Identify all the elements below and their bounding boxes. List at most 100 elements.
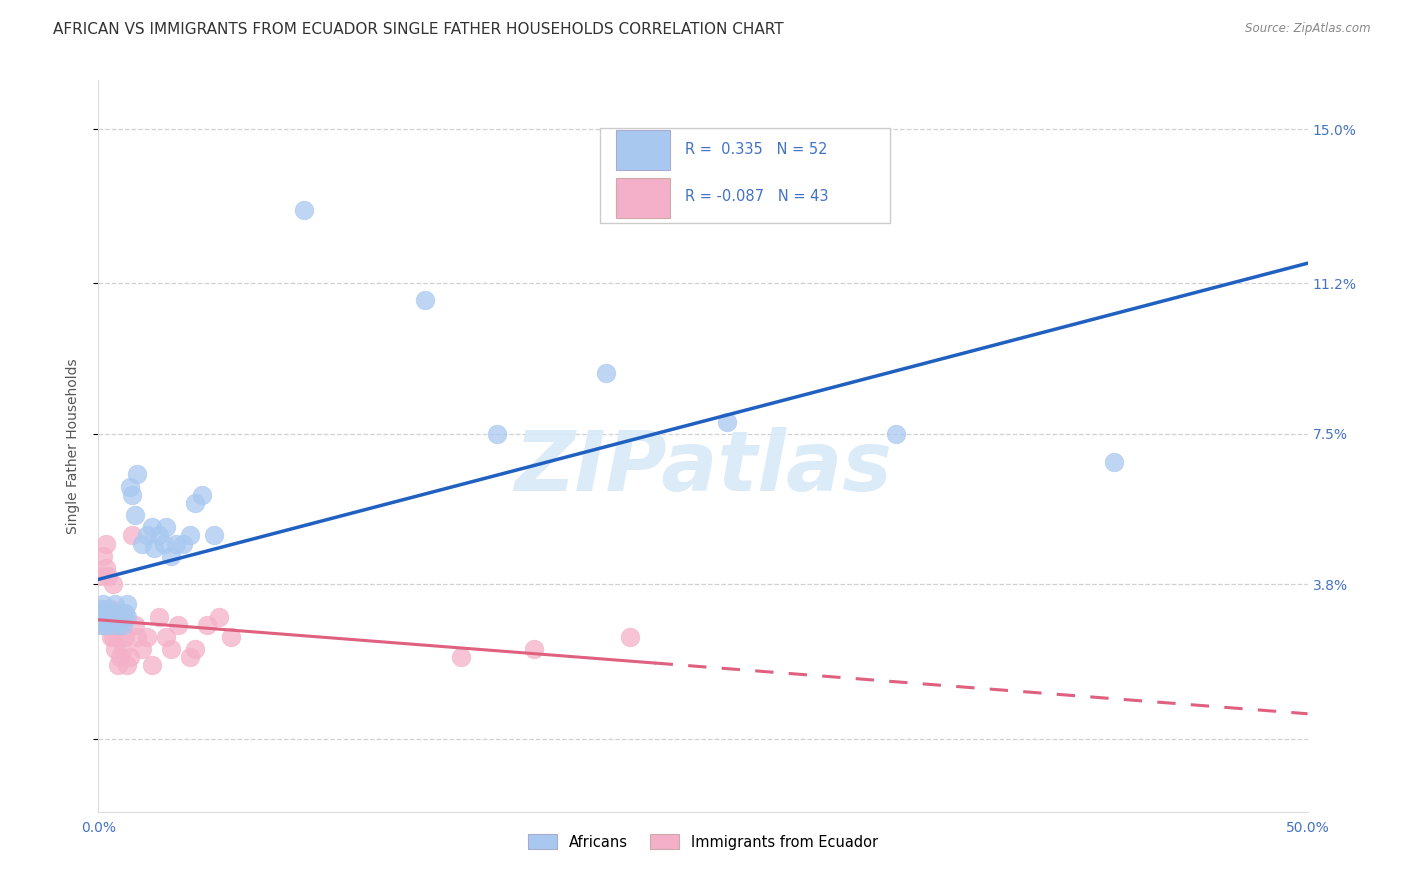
Point (94, 609, 117, 624)
Point (208, 609, 231, 624)
Point (152, 536, 174, 550)
Point (97, 614, 120, 628)
Point (124, 617, 146, 632)
Point (118, 650, 141, 665)
Point (90, 617, 112, 632)
Point (107, 630, 129, 644)
Point (100, 609, 122, 624)
Point (108, 614, 131, 628)
FancyBboxPatch shape (600, 128, 890, 223)
Point (155, 630, 177, 644)
Point (121, 488, 143, 502)
Point (184, 496, 207, 510)
Point (184, 642, 207, 657)
Point (450, 650, 472, 665)
Point (121, 528, 143, 542)
Point (117, 658, 139, 673)
Point (124, 508, 146, 522)
Point (111, 617, 134, 632)
Point (127, 630, 149, 644)
Point (100, 609, 122, 624)
Point (221, 630, 243, 644)
Point (90, 601, 112, 615)
Point (91, 606, 114, 620)
Point (131, 536, 153, 550)
Point (104, 598, 127, 612)
Point (167, 617, 190, 632)
Point (94, 609, 117, 624)
Point (131, 642, 153, 657)
Point (1102, 455, 1125, 469)
Point (595, 366, 617, 380)
Point (118, 480, 141, 494)
Point (114, 606, 136, 620)
Point (107, 658, 129, 673)
Point (127, 467, 149, 482)
Point (107, 609, 129, 624)
Point (90, 569, 112, 583)
Point (107, 617, 129, 632)
Point (148, 528, 170, 542)
Point (94, 606, 117, 620)
Point (91, 598, 114, 612)
Point (619, 630, 641, 644)
Point (160, 642, 183, 657)
Point (91, 609, 114, 624)
Point (90, 609, 112, 624)
Point (886, 426, 908, 441)
Point (143, 541, 166, 555)
Point (191, 488, 214, 502)
Point (155, 520, 177, 534)
Point (100, 601, 122, 615)
Point (91, 614, 114, 628)
Text: ZIPatlas: ZIPatlas (515, 427, 891, 508)
Point (117, 609, 139, 624)
Point (94, 561, 117, 575)
Point (94, 536, 117, 550)
Point (135, 528, 157, 542)
Point (90, 617, 112, 632)
Point (97, 617, 120, 632)
Point (179, 528, 201, 542)
Point (172, 536, 194, 550)
Point (108, 606, 131, 620)
Point (179, 650, 201, 665)
Legend: Africans, Immigrants from Ecuador: Africans, Immigrants from Ecuador (523, 829, 883, 855)
Text: R = -0.087   N = 43: R = -0.087 N = 43 (685, 189, 828, 204)
Point (141, 658, 163, 673)
Point (94, 617, 117, 632)
Text: R =  0.335   N = 52: R = 0.335 N = 52 (685, 142, 827, 157)
Point (101, 630, 124, 644)
Point (716, 415, 738, 429)
Point (486, 426, 509, 441)
Text: AFRICAN VS IMMIGRANTS FROM ECUADOR SINGLE FATHER HOUSEHOLDS CORRELATION CHART: AFRICAN VS IMMIGRANTS FROM ECUADOR SINGL… (53, 22, 785, 37)
FancyBboxPatch shape (616, 130, 671, 170)
Point (292, 203, 315, 218)
Point (100, 617, 122, 632)
Point (91, 601, 114, 615)
Point (413, 293, 436, 307)
Point (104, 642, 127, 657)
Point (108, 617, 131, 632)
Point (91, 549, 114, 563)
Point (523, 642, 546, 657)
Point (101, 577, 124, 591)
Point (117, 598, 139, 612)
Point (141, 520, 163, 534)
Point (104, 617, 127, 632)
Y-axis label: Single Father Households: Single Father Households (66, 359, 80, 533)
Point (100, 630, 122, 644)
Point (97, 569, 120, 583)
Point (111, 609, 134, 624)
Text: Source: ZipAtlas.com: Source: ZipAtlas.com (1246, 22, 1371, 36)
Point (160, 549, 183, 563)
Point (135, 630, 157, 644)
Point (97, 601, 120, 615)
Point (104, 609, 127, 624)
Point (100, 606, 122, 620)
Point (204, 528, 226, 542)
Point (114, 630, 136, 644)
Point (111, 642, 134, 657)
Point (108, 650, 131, 665)
Point (195, 617, 218, 632)
